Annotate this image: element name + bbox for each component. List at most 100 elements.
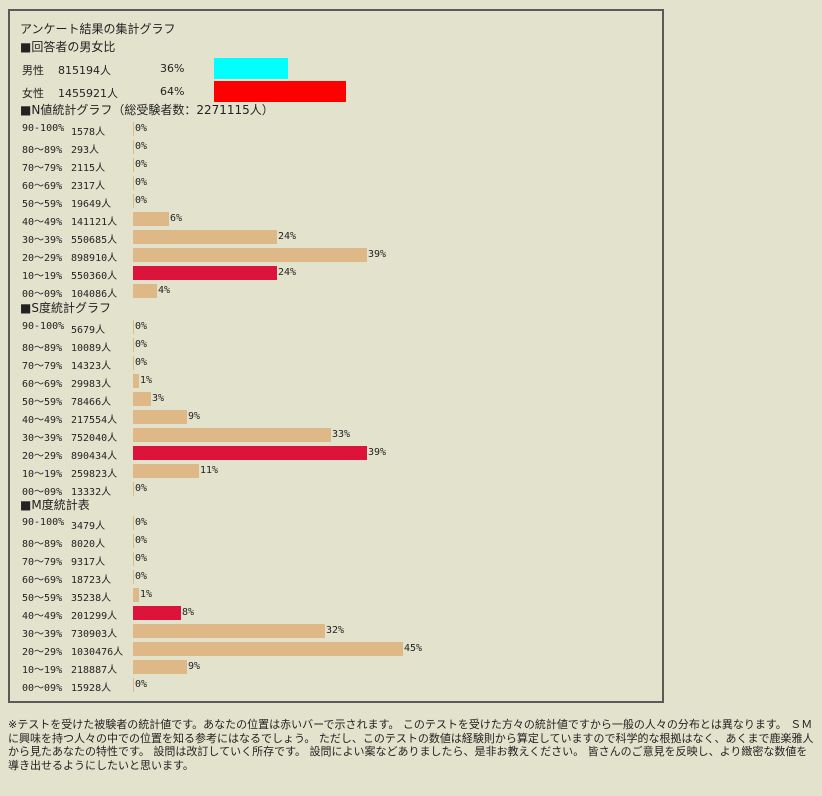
range-label: 20～29% <box>22 647 63 658</box>
count-label: 218887人 <box>71 665 118 676</box>
percent-label: 9% <box>188 661 201 672</box>
percent-label: 4% <box>158 285 171 296</box>
range-label: 80～89% <box>22 145 63 156</box>
histogram-row: 00～09% 104086人 4% <box>22 283 662 300</box>
percent-label: 39% <box>368 249 387 260</box>
count-label: 141121人 <box>71 217 118 228</box>
range-label: 40～49% <box>22 415 63 426</box>
histogram-row: 90-100% 5679人 0% <box>22 319 662 336</box>
value-bar <box>133 158 134 172</box>
section-title: ■S度統計グラフ <box>20 301 111 315</box>
section-title: ■N値統計グラフ（総受験者数：2271115人） <box>20 103 274 117</box>
range-label: 60～69% <box>22 379 63 390</box>
count-label: 1578人 <box>71 127 106 138</box>
count-label: 29983人 <box>71 379 112 390</box>
count-label: 15928人 <box>71 683 112 694</box>
range-label: 70～79% <box>22 361 63 372</box>
percent-label: 0% <box>135 339 148 350</box>
value-bar <box>133 428 331 442</box>
range-label: 10～19% <box>22 271 63 282</box>
percent-label: 11% <box>200 465 219 476</box>
percent-label: 0% <box>135 159 148 170</box>
percent-label: 6% <box>170 213 183 224</box>
percent-label: 0% <box>135 177 148 188</box>
count-label: 2115人 <box>71 163 106 174</box>
histogram-row: 40～49% 141121人 6% <box>22 211 662 228</box>
histogram-row: 40～49% 201299人 8% <box>22 605 662 622</box>
value-bar <box>133 464 199 478</box>
histogram-row: 50～59% 35238人 1% <box>22 587 662 604</box>
gender-bar <box>214 81 346 102</box>
range-label: 00～09% <box>22 289 63 300</box>
value-bar <box>133 212 169 226</box>
count-label: 890434人 <box>71 451 118 462</box>
histogram-row: 70～79% 14323人 0% <box>22 355 662 372</box>
range-label: 90-100% <box>22 123 65 134</box>
range-label: 10～19% <box>22 469 63 480</box>
range-label: 40～49% <box>22 217 63 228</box>
range-label: 80～89% <box>22 539 63 550</box>
percent-label: 0% <box>135 195 148 206</box>
count-label: 78466人 <box>71 397 112 408</box>
value-bar <box>133 320 134 334</box>
range-label: 60～69% <box>22 181 63 192</box>
gender-row: 女性 1455921人 64% <box>22 81 662 103</box>
count-label: 217554人 <box>71 415 118 426</box>
count-label: 1030476人 <box>71 647 124 658</box>
percent-label: 0% <box>135 517 148 528</box>
count-label: 3479人 <box>71 521 106 532</box>
percent-label: 8% <box>182 607 195 618</box>
percent-label: 0% <box>135 571 148 582</box>
percent-label: 0% <box>135 679 148 690</box>
gender-label: 男性 <box>22 64 44 77</box>
count-label: 550360人 <box>71 271 118 282</box>
value-bar <box>133 338 134 352</box>
histogram-row: 20～29% 1030476人 45% <box>22 641 662 658</box>
value-bar <box>133 588 139 602</box>
percent-label: 39% <box>368 447 387 458</box>
range-label: 60～69% <box>22 575 63 586</box>
value-bar <box>133 516 134 530</box>
histogram-row: 20～29% 898910人 39% <box>22 247 662 264</box>
percent-label: 0% <box>135 357 148 368</box>
value-bar <box>133 570 134 584</box>
histogram-row: 80～89% 293人 0% <box>22 139 662 156</box>
range-label: 90-100% <box>22 321 65 332</box>
count-label: 9317人 <box>71 557 106 568</box>
histogram-row: 90-100% 3479人 0% <box>22 515 662 532</box>
count-label: 730903人 <box>71 629 118 640</box>
value-bar <box>133 642 403 656</box>
range-label: 30～39% <box>22 433 63 444</box>
range-label: 20～29% <box>22 253 63 264</box>
histogram-row: 80～89% 10089人 0% <box>22 337 662 354</box>
page-title: アンケート結果の集計グラフ <box>20 22 176 36</box>
histogram-row: 10～19% 550360人 24% <box>22 265 662 282</box>
range-label: 00～09% <box>22 487 63 498</box>
survey-results-panel: アンケート結果の集計グラフ ■回答者の男女比 男性 815194人 36% 女性 145… <box>8 9 664 703</box>
percent-label: 1% <box>140 375 153 386</box>
range-label: 50～59% <box>22 593 63 604</box>
count-label: 13332人 <box>71 487 112 498</box>
histogram-row: 70～79% 2115人 0% <box>22 157 662 174</box>
highlight-bar <box>133 266 277 280</box>
percent-label: 33% <box>332 429 351 440</box>
gender-percent: 36% <box>160 62 185 75</box>
histogram-row: 50～59% 19649人 0% <box>22 193 662 210</box>
value-bar <box>133 624 325 638</box>
histogram-row: 70～79% 9317人 0% <box>22 551 662 568</box>
count-label: 201299人 <box>71 611 118 622</box>
histogram-row: 50～59% 78466人 3% <box>22 391 662 408</box>
value-bar <box>133 356 134 370</box>
percent-label: 3% <box>152 393 165 404</box>
range-label: 30～39% <box>22 235 63 246</box>
percent-label: 9% <box>188 411 201 422</box>
histogram-row: 60～69% 18723人 0% <box>22 569 662 586</box>
histogram-row: 80～89% 8020人 0% <box>22 533 662 550</box>
value-bar <box>133 534 134 548</box>
histogram-row: 00～09% 15928人 0% <box>22 677 662 694</box>
percent-label: 24% <box>278 231 297 242</box>
value-bar <box>133 176 134 190</box>
percent-label: 0% <box>135 553 148 564</box>
count-label: 8020人 <box>71 539 106 550</box>
gender-count: 815194人 <box>58 64 111 77</box>
